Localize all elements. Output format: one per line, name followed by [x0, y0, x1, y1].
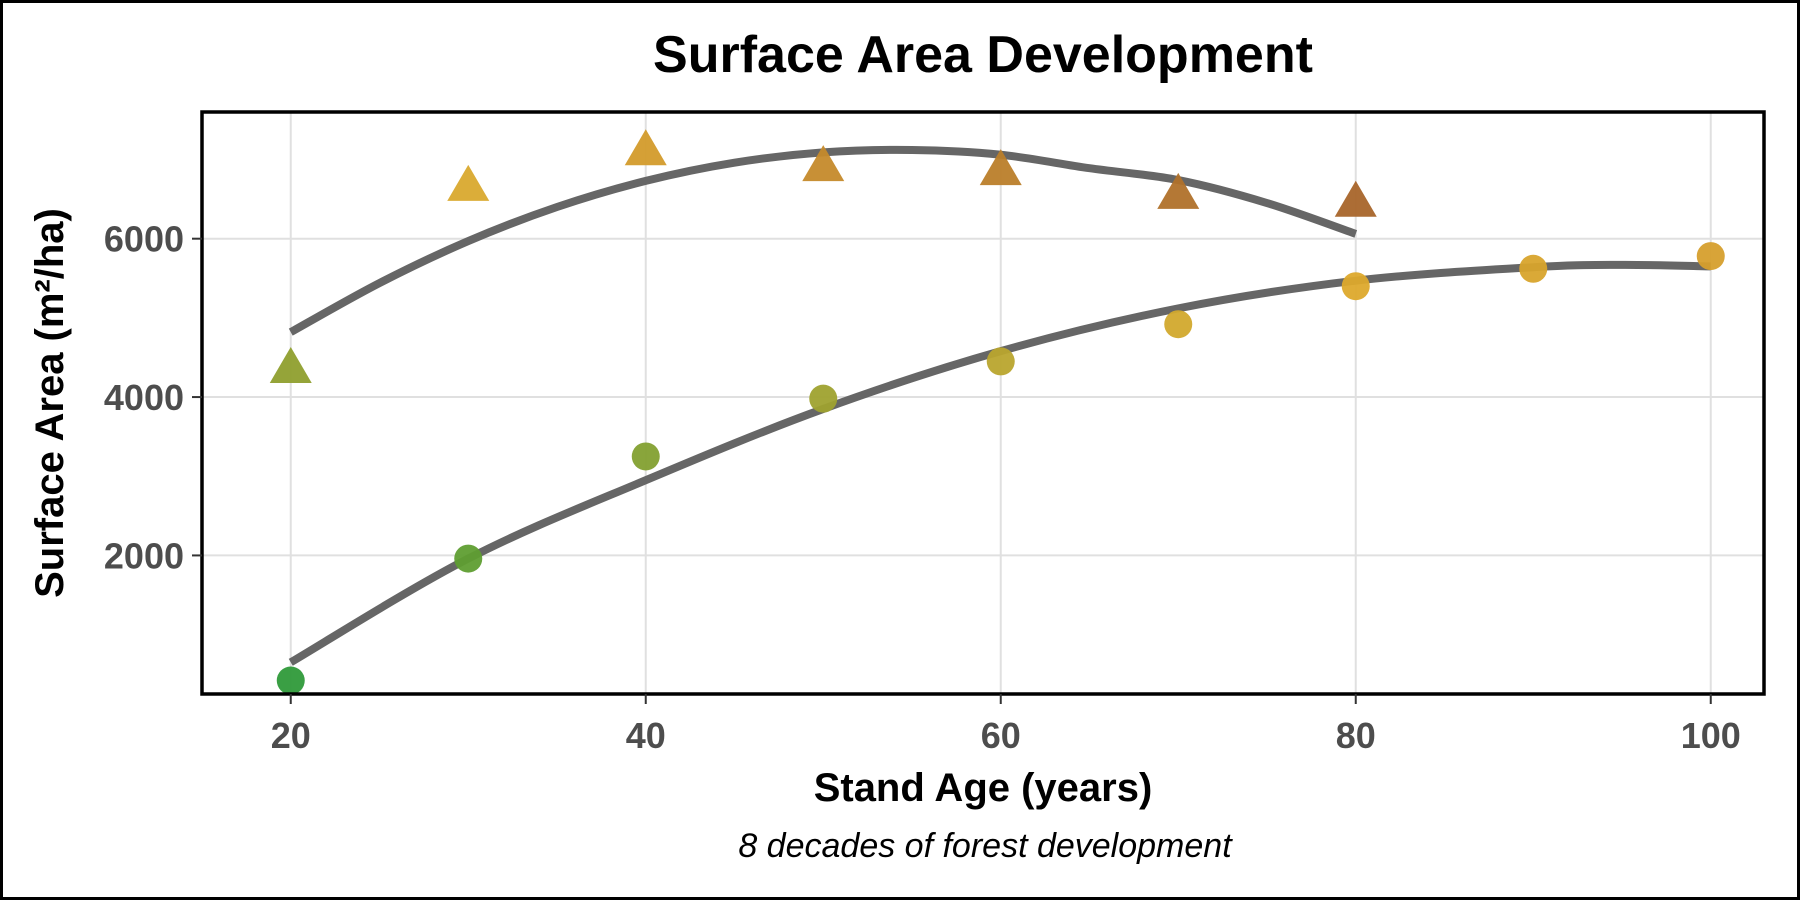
chart-title: Surface Area Development — [653, 26, 1313, 84]
circle-point — [1519, 254, 1548, 283]
plot-panel-border — [200, 110, 1766, 696]
circle-point — [1696, 242, 1725, 271]
chart-caption: 8 decades of forest development — [738, 827, 1233, 865]
circle-point — [1341, 272, 1370, 301]
y-axis-title: Surface Area (m²/ha) — [28, 208, 72, 598]
x-tick-label: 80 — [1336, 715, 1376, 756]
x-tick-label: 40 — [626, 715, 666, 756]
triangle-point — [802, 145, 845, 182]
x-tick-label: 60 — [981, 715, 1021, 756]
x-tick-label: 100 — [1681, 715, 1741, 756]
triangle-point — [1157, 172, 1200, 209]
x-axis-title: Stand Age (years) — [814, 766, 1153, 810]
y-tick-label: 2000 — [104, 535, 184, 576]
y-tick-label: 4000 — [104, 377, 184, 418]
triangle-point — [1334, 180, 1377, 217]
x-tick-label: 20 — [271, 715, 311, 756]
triangle-point — [624, 129, 667, 166]
circle-point — [986, 347, 1015, 376]
y-axis-ticks: 2000 4000 6000 — [104, 219, 202, 576]
triangle-point — [979, 149, 1022, 186]
circle-point — [276, 666, 305, 695]
circle-point — [1164, 310, 1193, 339]
y-tick-label: 6000 — [104, 219, 184, 260]
circle-point — [631, 442, 660, 471]
triangle-point — [269, 347, 312, 384]
grid-lines — [202, 112, 1764, 694]
x-axis-ticks: 20 40 60 80 100 — [271, 694, 1741, 756]
triangle-point — [447, 164, 490, 201]
circle-point — [809, 384, 838, 413]
circle-point — [454, 544, 483, 573]
data-points — [269, 129, 1725, 695]
